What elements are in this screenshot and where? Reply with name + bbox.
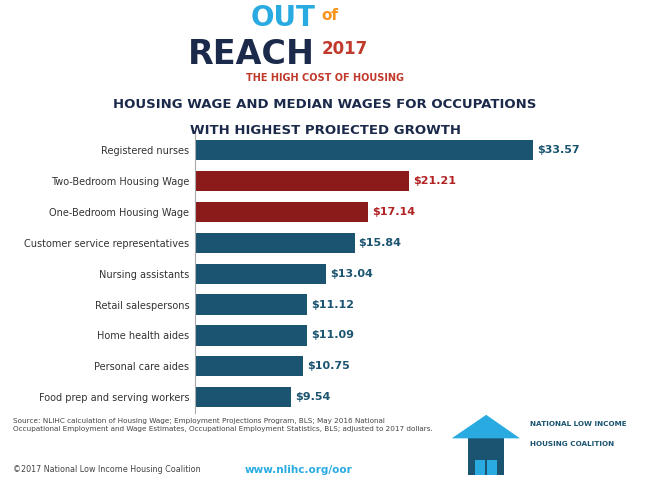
FancyBboxPatch shape xyxy=(474,460,485,475)
Text: WITH HIGHEST PROJECTED GROWTH: WITH HIGHEST PROJECTED GROWTH xyxy=(190,124,460,137)
Text: 2017: 2017 xyxy=(322,40,368,59)
Text: $10.75: $10.75 xyxy=(307,361,350,372)
Text: $11.12: $11.12 xyxy=(311,300,354,310)
Text: THE HIGH COST OF HOUSING: THE HIGH COST OF HOUSING xyxy=(246,72,404,83)
Bar xyxy=(195,140,533,160)
Text: ©2017 National Low Income Housing Coalition: ©2017 National Low Income Housing Coalit… xyxy=(13,465,201,474)
Bar xyxy=(195,387,291,408)
Text: $21.21: $21.21 xyxy=(413,176,456,186)
Text: $13.04: $13.04 xyxy=(330,269,373,278)
Text: www.nlihc.org/oor: www.nlihc.org/oor xyxy=(245,465,353,475)
Bar xyxy=(195,325,307,346)
FancyBboxPatch shape xyxy=(487,460,497,475)
Bar xyxy=(195,264,326,284)
Text: $33.57: $33.57 xyxy=(538,145,580,155)
Bar xyxy=(195,202,368,222)
Text: OUT: OUT xyxy=(250,4,315,32)
Text: NATIONAL LOW INCOME: NATIONAL LOW INCOME xyxy=(530,421,627,427)
Text: REACH: REACH xyxy=(188,37,315,71)
Text: Source: NLIHC calculation of Housing Wage; Employment Projections Program, BLS; : Source: NLIHC calculation of Housing Wag… xyxy=(13,418,433,432)
Text: $11.09: $11.09 xyxy=(311,330,354,340)
Bar xyxy=(195,356,304,376)
Bar xyxy=(195,233,355,253)
Text: HOUSING WAGE AND MEDIAN WAGES FOR OCCUPATIONS: HOUSING WAGE AND MEDIAN WAGES FOR OCCUPA… xyxy=(113,98,537,111)
Polygon shape xyxy=(452,415,520,438)
Text: $9.54: $9.54 xyxy=(295,392,330,402)
FancyBboxPatch shape xyxy=(468,438,504,475)
Bar xyxy=(195,295,307,314)
Bar xyxy=(195,171,409,191)
Text: $17.14: $17.14 xyxy=(372,207,415,217)
Text: $15.84: $15.84 xyxy=(359,238,402,248)
Text: of: of xyxy=(322,8,339,23)
Text: HOUSING COALITION: HOUSING COALITION xyxy=(530,441,614,447)
